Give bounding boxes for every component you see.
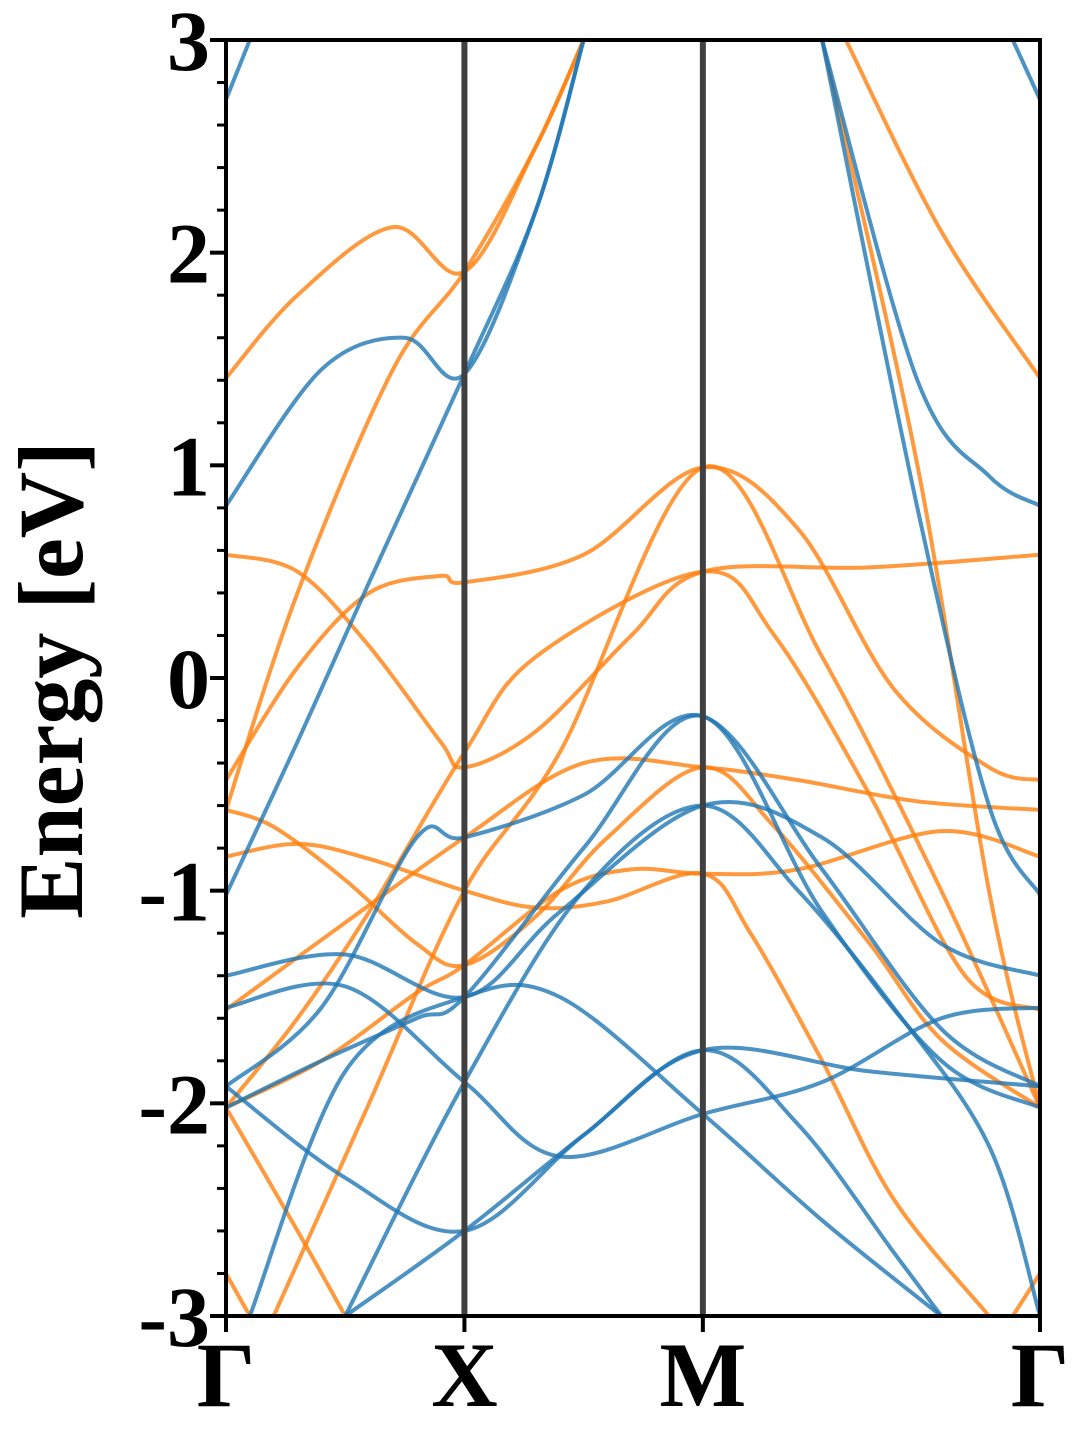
spin-down-band-6 [226, 40, 586, 381]
spin-down-band-3 [226, 841, 991, 1316]
spin-up-band-22 [226, 713, 1040, 1110]
plot-frame [224, 38, 1042, 1318]
spin-up-band-28 [820, 40, 1040, 897]
spin-down-band-7 [226, 40, 586, 812]
y-tick-label: -3 [138, 1269, 210, 1365]
y-axis-label: Energy [eV] [0, 441, 102, 919]
spin-up-band-18 [226, 40, 586, 897]
y-axis-ticks: -3 -2 -1 0 1 2 3 [138, 0, 226, 1365]
x-tick-label: Γ [197, 1324, 256, 1426]
y-tick-label: -1 [138, 844, 210, 940]
spin-down-band-11 [843, 40, 1040, 381]
y-tick-label: 0 [167, 631, 210, 727]
spin-up-band-19 [226, 800, 1040, 1000]
spin-down-band-12 [820, 40, 1040, 1110]
y-tick-label: -2 [138, 1056, 210, 1152]
spin-down-band-2 [226, 765, 1040, 1110]
spin-up-band-30 [1010, 40, 1040, 102]
y-tick-label: 2 [167, 206, 210, 302]
spin-up-band-25 [343, 1048, 944, 1316]
spin-up-band-20 [226, 981, 1040, 1160]
y-tick-label: 3 [167, 0, 210, 89]
spin-up-band-29 [226, 40, 252, 102]
band-lines [226, 40, 1040, 1316]
spin-up-band-24 [247, 982, 944, 1316]
spin-down-band-15 [226, 1271, 252, 1316]
x-tick-label: M [659, 1324, 746, 1426]
spin-up-band-17 [226, 40, 586, 508]
y-tick-label: 1 [167, 418, 210, 514]
spin-down-band-9 [226, 1105, 348, 1316]
x-tick-label: X [431, 1324, 497, 1426]
spin-up-band-21 [226, 712, 1040, 1089]
spin-down-band-10 [271, 464, 1040, 1316]
spin-down-band-5 [226, 552, 1040, 770]
x-tick-label: Γ [1011, 1324, 1070, 1426]
spin-down-band-0 [226, 756, 1040, 1012]
spin-up-band-27 [820, 40, 1040, 508]
